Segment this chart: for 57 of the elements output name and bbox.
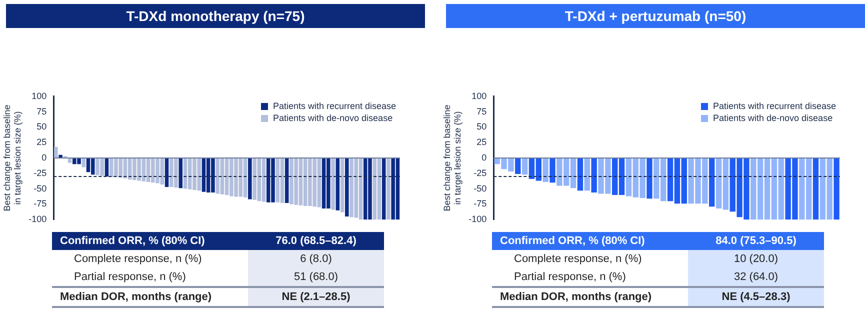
text: NE (4.5–28.3) [688,287,824,307]
text: NE (2.1–28.5) [248,287,384,307]
legend-label: Patients with recurrent disease [713,101,836,112]
y-tick-label: 75 [476,106,487,116]
bar [54,146,58,158]
bar [82,158,86,168]
y-tick-label: -50 [474,183,487,194]
bar [276,158,280,202]
legend-label: Patients with de-novo disease [713,113,833,124]
y-tick-label: 50 [36,122,47,132]
bar [178,158,183,188]
chart-title: T-DXd monotherapy (n=75) [6,4,425,28]
y-axis-title: Best change from baseline in target lesion size (%) [442,104,463,212]
y-tick-label: 100 [32,90,47,101]
bar [202,158,206,192]
text: Confirmed ORR, % (80% CI) [52,232,248,250]
text: Partial response, n (%) [73,270,187,285]
bar [248,158,252,200]
y-tick-label: 75 [36,106,47,116]
text: Median DOR, months (range) [59,290,213,305]
text: 10 (20.0) [688,250,824,268]
bar [331,158,335,210]
y-axis-title: Best change from baseline in target lesion size (%) [2,104,23,212]
text: 6 (8.0) [248,250,384,268]
legend-label: Patients with recurrent disease [273,101,396,112]
y-tick-label: 25 [36,137,47,148]
bar [340,158,344,212]
bar [284,158,289,203]
y-tick-label: 0 [482,152,487,162]
y-tick-label: -25 [474,168,487,178]
text: Median DOR, months (range) [499,290,653,305]
y-tick-label: -100 [468,214,487,224]
y-tick-label: -25 [34,168,47,178]
y-tick-label: 0 [42,152,47,162]
text: 84.0 (75.3–90.5) [688,232,824,250]
y-tick-label: 50 [476,122,487,132]
text: 76.0 (68.5–82.4) [248,232,384,250]
text: Complete response, n (%) [73,252,203,267]
bar [164,158,169,187]
y-tick-label: -50 [34,183,47,194]
bar [382,158,386,220]
bar [336,158,340,210]
text: 32 (64.0) [688,268,824,287]
y-tick-label: 100 [472,90,487,101]
y-tick-label: 25 [476,137,487,148]
legend-label: Patients with de-novo disease [273,113,393,124]
text: Complete response, n (%) [513,252,643,267]
y-tick-label: -75 [34,198,47,209]
bar [386,158,390,220]
bar [90,158,95,175]
text: 51 (68.0) [248,268,384,287]
text: Partial response, n (%) [513,270,627,285]
chart-title: T-DXd + pertuzumab (n=50) [446,4,865,28]
y-tick-label: -100 [28,214,47,224]
text: Confirmed ORR, % (80% CI) [492,232,688,250]
y-tick-label: -75 [474,198,487,209]
bar [344,158,349,217]
